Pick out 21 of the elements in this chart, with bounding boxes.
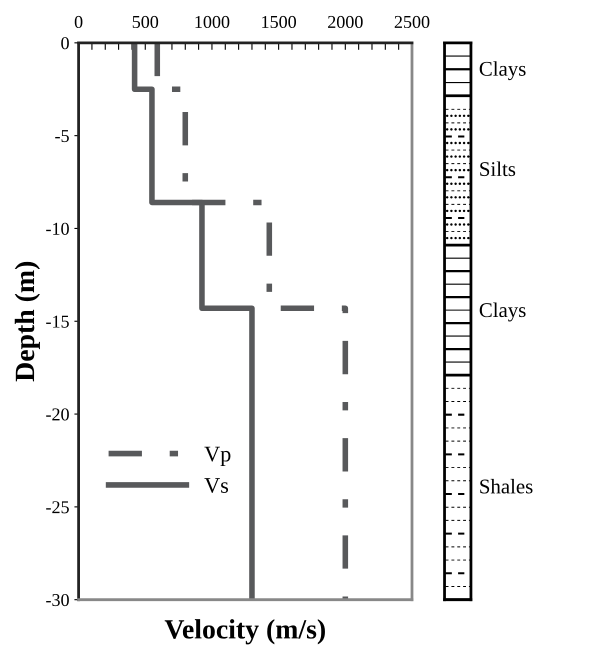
- x-tick-label: 0: [74, 16, 82, 28]
- y-tick-label: -5: [55, 130, 69, 142]
- y-tick-label: -30: [46, 594, 69, 606]
- x-tick-label: 1000: [195, 16, 230, 28]
- y-tick-label: 0: [61, 37, 69, 50]
- text: Clays: [480, 302, 526, 322]
- x-axis-title: Velocity (m/s): [164, 619, 325, 644]
- legend-label: Vs: [204, 478, 228, 494]
- x-tick-label: 2000: [328, 16, 363, 28]
- text: Shales: [480, 478, 532, 494]
- y-tick-label: -15: [46, 316, 69, 328]
- y-tick-label: -10: [46, 222, 69, 235]
- text: Clays: [480, 61, 526, 80]
- x-tick-label: 2500: [394, 16, 430, 28]
- x-tick-label: 500: [132, 16, 158, 28]
- y-axis-title: Depth (m): [14, 262, 40, 382]
- x-tick-label: 1500: [262, 16, 296, 28]
- text: Silts: [480, 161, 516, 176]
- y-tick-label: -20: [46, 408, 69, 421]
- y-tick-label: -25: [46, 501, 69, 514]
- legend-label: Vp: [204, 446, 230, 466]
